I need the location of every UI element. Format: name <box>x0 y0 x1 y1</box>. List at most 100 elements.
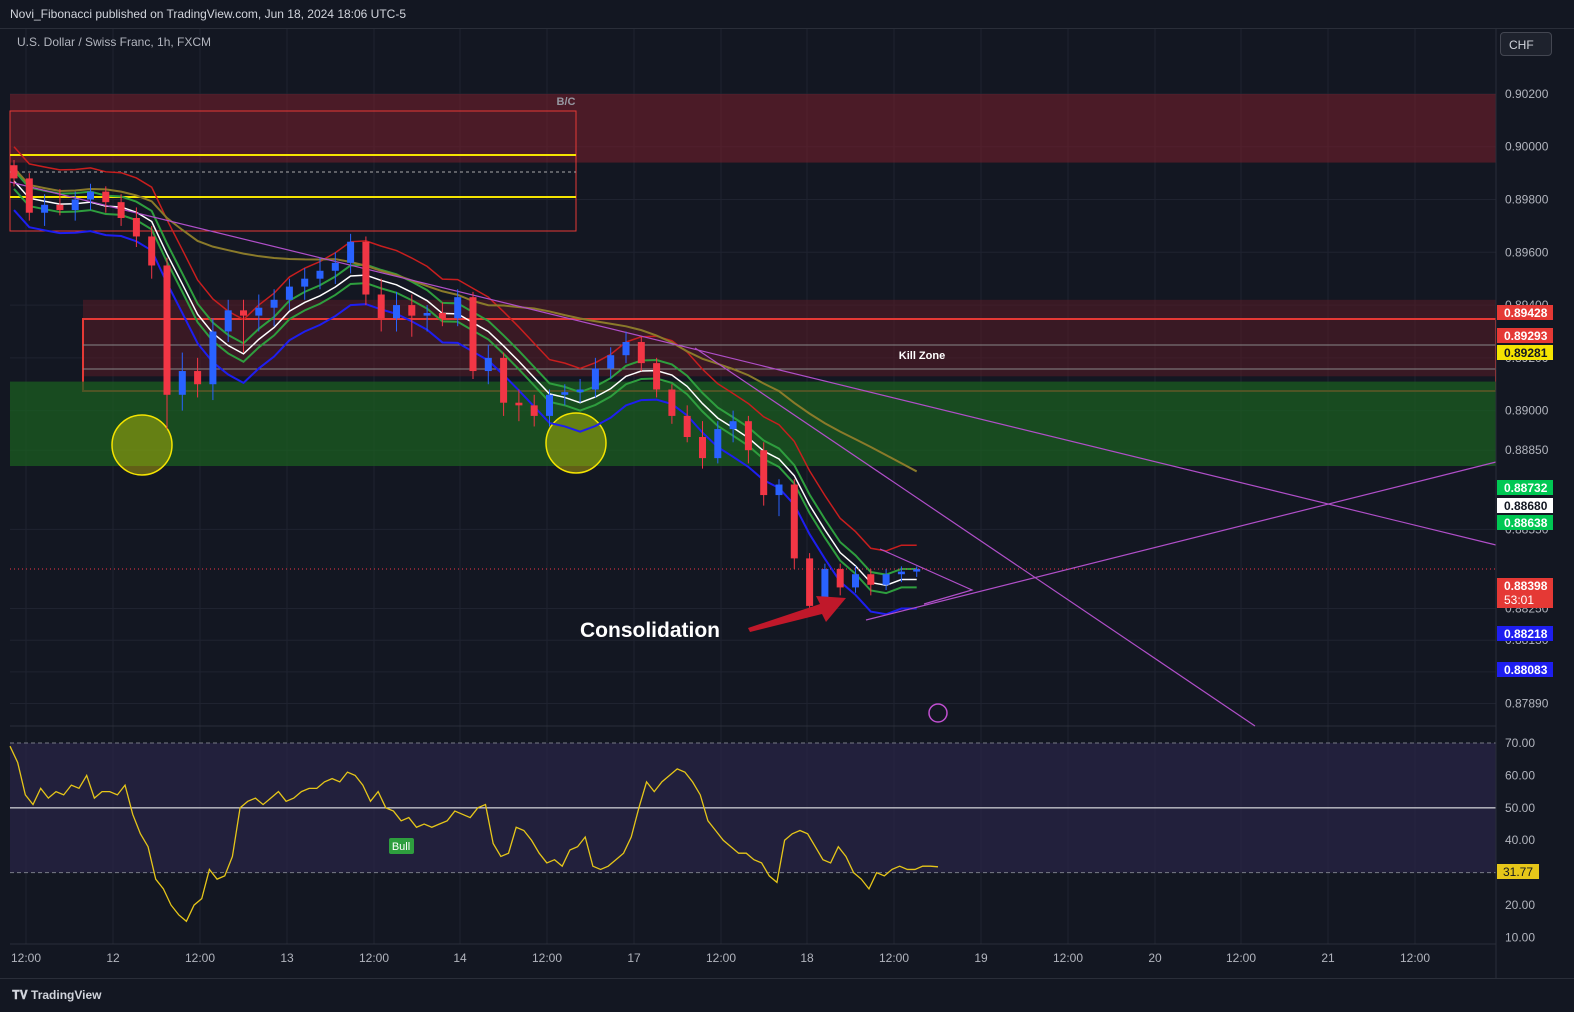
rsi-value-label: 31.77 <box>1503 865 1533 879</box>
candle-body <box>913 568 921 572</box>
candle-body <box>867 574 875 585</box>
candle-body <box>546 394 553 416</box>
candle-body <box>362 241 370 295</box>
countdown-label: 53:01 <box>1504 593 1534 607</box>
candle-body <box>163 265 171 395</box>
candle-body <box>270 299 278 308</box>
consolidation-arrow <box>748 596 846 632</box>
price-label: 0.89281 <box>1504 346 1548 360</box>
price-tick: 0.88850 <box>1505 443 1549 457</box>
supply-box <box>9 110 577 232</box>
candle-body <box>561 392 569 395</box>
price-label-bg <box>1497 498 1553 513</box>
candle-body <box>331 262 339 271</box>
slow-moving-average <box>13 167 918 473</box>
candle-body <box>591 368 599 390</box>
candle-body <box>622 342 630 356</box>
time-tick: 12:00 <box>1400 951 1430 965</box>
rsi-tick: 40.00 <box>1505 833 1535 847</box>
demand-zone <box>10 381 1496 467</box>
ascending-trendline <box>865 461 1497 621</box>
chart-drawings: B/C Kill Zone Consolidation <box>10 96 1496 723</box>
rsi-tick: 10.00 <box>1505 931 1535 945</box>
candle-body <box>852 574 859 588</box>
bull-badge-label: Bull <box>392 841 410 853</box>
time-tick: 12:00 <box>879 951 909 965</box>
trend-lines <box>9 181 1497 727</box>
candle-body <box>821 568 829 606</box>
descending-trendline <box>9 181 1497 546</box>
candle-body <box>699 437 706 459</box>
tradingview-logo-icon: 𝐓𝐕 <box>12 988 32 1002</box>
time-tick: 21 <box>1321 951 1335 965</box>
candle-body <box>408 305 416 316</box>
demand-circle-1 <box>111 414 173 476</box>
time-tick: 12:00 <box>359 951 389 965</box>
candle-body <box>10 165 18 179</box>
candle-body <box>393 305 400 319</box>
candle-body <box>500 357 508 403</box>
candle-body <box>576 389 584 393</box>
footer-bar: 𝐓𝐕 TradingView <box>0 978 1574 1012</box>
candle-body <box>102 191 110 203</box>
candle-body <box>469 297 477 372</box>
time-tick: 20 <box>1148 951 1162 965</box>
candle-body <box>316 270 324 279</box>
rsi-line <box>9 745 939 923</box>
time-tick: 12:00 <box>706 951 736 965</box>
time-tick: 17 <box>627 951 641 965</box>
kill-zone-label: Kill Zone <box>899 350 945 362</box>
price-tick: 0.90200 <box>1505 87 1549 101</box>
rsi-tick: 70.00 <box>1505 736 1535 750</box>
descending-trendline-2 <box>694 347 1256 727</box>
candle-body <box>56 204 64 211</box>
lightning-icon <box>928 703 948 723</box>
price-label: 0.88732 <box>1504 481 1548 495</box>
candle-body <box>790 484 798 559</box>
candle-body <box>178 371 186 395</box>
price-label: 0.88680 <box>1504 499 1548 513</box>
axes: 0.902000.900000.898000.896000.894000.892… <box>10 28 1574 978</box>
bull-badge <box>389 838 414 854</box>
candle-body <box>714 429 722 459</box>
time-tick: 12 <box>106 951 120 965</box>
candle-body <box>148 236 156 266</box>
currency-button[interactable]: CHF <box>1500 32 1552 56</box>
price-tick: 0.89800 <box>1505 193 1549 207</box>
price-label: 0.89293 <box>1504 329 1548 343</box>
candle-body <box>515 402 523 406</box>
candle-body <box>255 307 263 316</box>
candle-body <box>423 312 431 316</box>
candle-body <box>607 355 615 369</box>
price-label: 0.88638 <box>1504 516 1548 530</box>
candle-body <box>25 178 33 213</box>
candle-body <box>760 450 768 496</box>
candle-body <box>301 278 309 287</box>
price-label: 0.88218 <box>1504 627 1548 641</box>
candle-body <box>454 297 462 319</box>
price-tick: 0.89600 <box>1505 245 1549 259</box>
upper-band-green <box>13 169 917 576</box>
symbol-title[interactable]: U.S. Dollar / Swiss Franc, 1h, FXCM <box>17 35 212 49</box>
rsi-pane: Bull <box>9 742 1496 923</box>
time-tick: 18 <box>800 951 814 965</box>
consolidation-label: Consolidation <box>580 619 720 642</box>
price-tick: 0.90000 <box>1505 140 1549 154</box>
tradingview-logo[interactable]: 𝐓𝐕 TradingView <box>12 988 102 1003</box>
candle-body <box>117 202 125 218</box>
price-label-bg <box>1497 305 1553 320</box>
time-tick: 12:00 <box>185 951 215 965</box>
candle-body <box>882 574 890 585</box>
candle-body <box>897 571 905 575</box>
candle-body <box>530 405 538 416</box>
candle-body <box>806 558 814 606</box>
price-tick: 0.87890 <box>1505 697 1549 711</box>
candle-body <box>209 331 217 385</box>
price-label-bg <box>1497 345 1553 360</box>
price-label-bg <box>1497 578 1553 608</box>
time-tick: 12:00 <box>11 951 41 965</box>
price-label-bg <box>1497 626 1553 641</box>
rsi-value-bg <box>1497 864 1539 879</box>
price-label: 0.88083 <box>1504 663 1548 677</box>
